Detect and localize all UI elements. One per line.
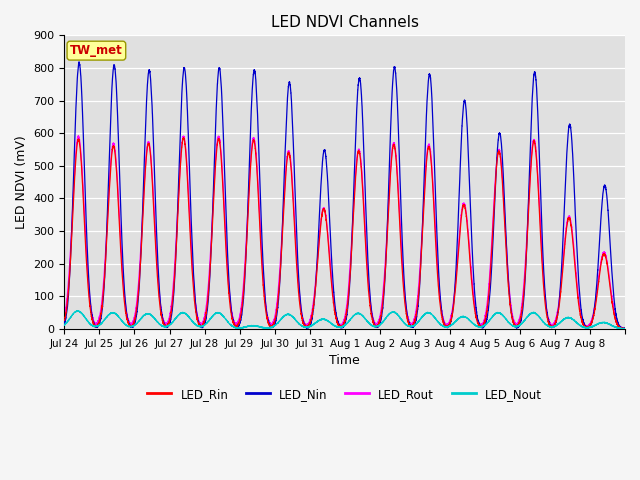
- LED_Rout: [417, 255, 424, 261]
- LED_Rin: [392, 157, 400, 163]
- LED_Nout: [73, 308, 81, 313]
- LED_Nin: [392, 77, 400, 83]
- LED_Nout: [619, 326, 627, 332]
- LED_Rout: [264, 313, 271, 319]
- LED_Rin: [618, 326, 625, 332]
- LED_Nout: [61, 322, 68, 328]
- LED_Rout: [74, 133, 82, 139]
- LED_Nout: [506, 321, 514, 327]
- LED_Rin: [89, 318, 97, 324]
- LED_Rout: [392, 155, 400, 160]
- Title: LED NDVI Channels: LED NDVI Channels: [271, 15, 419, 30]
- LED_Rin: [61, 318, 68, 324]
- LED_Rout: [621, 326, 629, 332]
- LED_Rout: [61, 314, 68, 320]
- LED_Nin: [76, 59, 83, 65]
- LED_Rin: [476, 323, 484, 329]
- LED_Rout: [620, 326, 627, 332]
- LED_Nin: [620, 326, 627, 332]
- Line: LED_Nin: LED_Nin: [65, 62, 625, 329]
- Line: LED_Nout: LED_Nout: [65, 311, 625, 329]
- LED_Rout: [506, 294, 514, 300]
- LED_Rin: [417, 264, 424, 269]
- Legend: LED_Rin, LED_Nin, LED_Rout, LED_Nout: LED_Rin, LED_Nin, LED_Rout, LED_Nout: [143, 383, 547, 405]
- LED_Rin: [506, 302, 514, 308]
- LED_Nout: [264, 325, 271, 331]
- LED_Nout: [476, 324, 484, 330]
- LED_Nout: [392, 311, 400, 316]
- Line: LED_Rin: LED_Rin: [65, 138, 625, 329]
- LED_Nout: [621, 326, 629, 332]
- LED_Nin: [89, 316, 97, 322]
- X-axis label: Time: Time: [330, 354, 360, 367]
- LED_Nout: [89, 323, 97, 328]
- Y-axis label: LED NDVI (mV): LED NDVI (mV): [15, 135, 28, 229]
- Line: LED_Rout: LED_Rout: [65, 136, 625, 329]
- Text: TW_met: TW_met: [70, 44, 123, 57]
- LED_Rin: [180, 135, 188, 141]
- LED_Rout: [476, 323, 484, 328]
- LED_Nin: [476, 323, 484, 329]
- LED_Nout: [417, 316, 424, 322]
- LED_Nin: [61, 321, 68, 326]
- LED_Rin: [264, 317, 271, 323]
- LED_Nin: [417, 266, 424, 272]
- LED_Rin: [621, 326, 629, 332]
- LED_Nin: [264, 314, 271, 320]
- LED_Nin: [621, 325, 629, 331]
- LED_Nin: [506, 299, 514, 305]
- LED_Rout: [89, 315, 97, 321]
